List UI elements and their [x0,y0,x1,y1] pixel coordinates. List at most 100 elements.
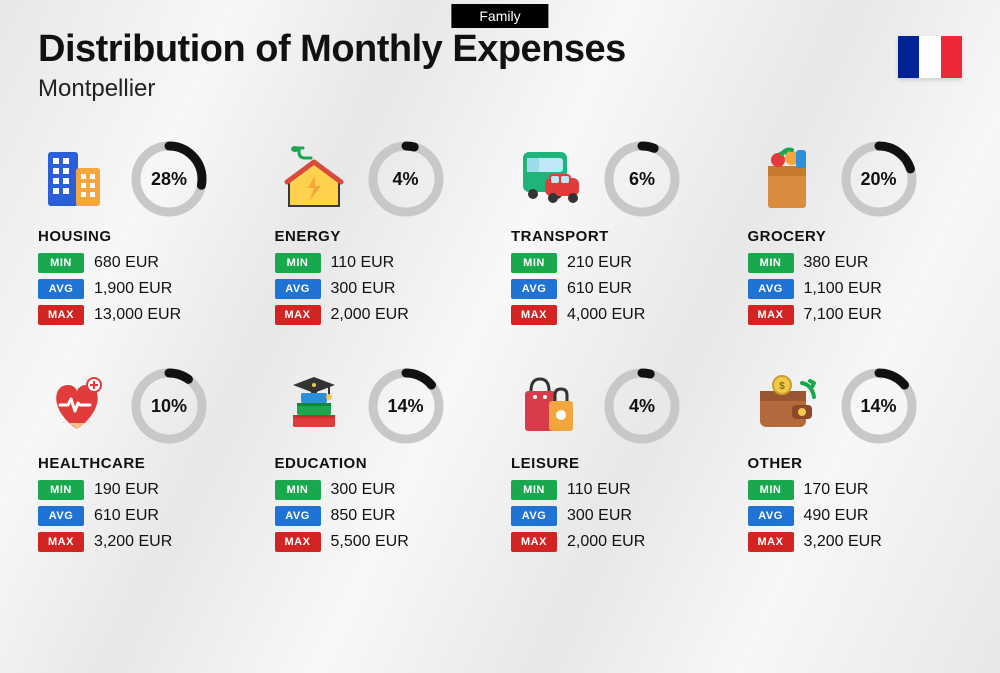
flag-stripe-left [898,36,919,78]
min-tag: MIN [38,480,84,500]
flag-france [898,36,962,78]
percent-label: 4% [367,140,445,218]
min-value: 190 EUR [94,481,159,499]
category-name: TRANSPORT [511,228,726,245]
avg-value: 300 EUR [567,507,632,525]
avg-tag: AVG [275,279,321,299]
percent-ring: 6% [603,140,681,218]
min-value: 110 EUR [331,254,395,272]
avg-value: 850 EUR [331,507,396,525]
flag-stripe-right [941,36,962,78]
percent-label: 20% [840,140,918,218]
min-tag: MIN [511,480,557,500]
max-tag: MAX [38,532,84,552]
avg-tag: AVG [275,506,321,526]
stat-min: MIN 680 EUR [38,253,253,273]
avg-tag: AVG [511,279,557,299]
wallet-icon: $ [748,367,826,445]
grad-books-icon [275,367,353,445]
max-tag: MAX [511,305,557,325]
stat-avg: AVG 300 EUR [275,279,490,299]
stat-max: MAX 13,000 EUR [38,305,253,325]
stat-min: MIN 300 EUR [275,480,490,500]
expense-grid: 28% HOUSING MIN 680 EUR AVG 1,900 EUR MA… [38,140,962,552]
min-tag: MIN [38,253,84,273]
percent-label: 28% [130,140,208,218]
max-value: 13,000 EUR [94,306,181,324]
svg-text:$: $ [779,381,785,392]
stat-avg: AVG 850 EUR [275,506,490,526]
expense-card-transport: 6% TRANSPORT MIN 210 EUR AVG 610 EUR MAX… [511,140,726,325]
stat-max: MAX 4,000 EUR [511,305,726,325]
max-value: 2,000 EUR [331,306,409,324]
percent-ring: 4% [603,367,681,445]
stat-max: MAX 3,200 EUR [38,532,253,552]
avg-value: 1,900 EUR [94,280,172,298]
shopping-bags-icon [511,367,589,445]
avg-tag: AVG [748,279,794,299]
category-name: OTHER [748,455,963,472]
avg-value: 490 EUR [804,507,869,525]
avg-tag: AVG [38,506,84,526]
avg-value: 1,100 EUR [804,280,882,298]
percent-label: 14% [840,367,918,445]
category-tag: Family [451,4,548,28]
page-title: Distribution of Monthly Expenses [38,28,962,71]
stat-max: MAX 2,000 EUR [275,305,490,325]
percent-ring: 28% [130,140,208,218]
max-value: 2,000 EUR [567,533,645,551]
avg-tag: AVG [511,506,557,526]
stat-min: MIN 210 EUR [511,253,726,273]
category-name: HOUSING [38,228,253,245]
stat-avg: AVG 490 EUR [748,506,963,526]
category-name: GROCERY [748,228,963,245]
min-tag: MIN [275,253,321,273]
stat-min: MIN 110 EUR [511,480,726,500]
max-value: 3,200 EUR [94,533,172,551]
stat-max: MAX 2,000 EUR [511,532,726,552]
percent-label: 6% [603,140,681,218]
grocery-bag-icon [748,140,826,218]
min-value: 380 EUR [804,254,869,272]
avg-value: 610 EUR [567,280,632,298]
max-tag: MAX [748,532,794,552]
stat-max: MAX 7,100 EUR [748,305,963,325]
percent-label: 14% [367,367,445,445]
avg-tag: AVG [38,279,84,299]
category-name: ENERGY [275,228,490,245]
header: Distribution of Monthly Expenses Montpel… [38,28,962,103]
page-subtitle: Montpellier [38,75,962,103]
avg-tag: AVG [748,506,794,526]
category-name: EDUCATION [275,455,490,472]
stat-avg: AVG 610 EUR [38,506,253,526]
percent-ring: 14% [367,367,445,445]
max-tag: MAX [748,305,794,325]
min-tag: MIN [511,253,557,273]
stat-avg: AVG 1,900 EUR [38,279,253,299]
expense-card-leisure: 4% LEISURE MIN 110 EUR AVG 300 EUR MAX 2… [511,367,726,552]
max-tag: MAX [511,532,557,552]
expense-card-healthcare: 10% HEALTHCARE MIN 190 EUR AVG 610 EUR M… [38,367,253,552]
percent-ring: 10% [130,367,208,445]
expense-card-energy: 4% ENERGY MIN 110 EUR AVG 300 EUR MAX 2,… [275,140,490,325]
expense-card-housing: 28% HOUSING MIN 680 EUR AVG 1,900 EUR MA… [38,140,253,325]
percent-ring: 14% [840,367,918,445]
expense-card-education: 14% EDUCATION MIN 300 EUR AVG 850 EUR MA… [275,367,490,552]
bus-car-icon [511,140,589,218]
max-tag: MAX [275,532,321,552]
health-heart-icon [38,367,116,445]
percent-label: 10% [130,367,208,445]
stat-min: MIN 170 EUR [748,480,963,500]
stat-avg: AVG 1,100 EUR [748,279,963,299]
percent-ring: 4% [367,140,445,218]
min-tag: MIN [748,480,794,500]
max-value: 7,100 EUR [804,306,882,324]
min-value: 110 EUR [567,481,631,499]
energy-house-icon [275,140,353,218]
stat-max: MAX 5,500 EUR [275,532,490,552]
max-tag: MAX [38,305,84,325]
expense-card-other: $ 14% OTHER MIN 170 EUR AVG 490 EUR [748,367,963,552]
max-value: 5,500 EUR [331,533,409,551]
min-value: 300 EUR [331,481,396,499]
expense-card-grocery: 20% GROCERY MIN 380 EUR AVG 1,100 EUR MA… [748,140,963,325]
